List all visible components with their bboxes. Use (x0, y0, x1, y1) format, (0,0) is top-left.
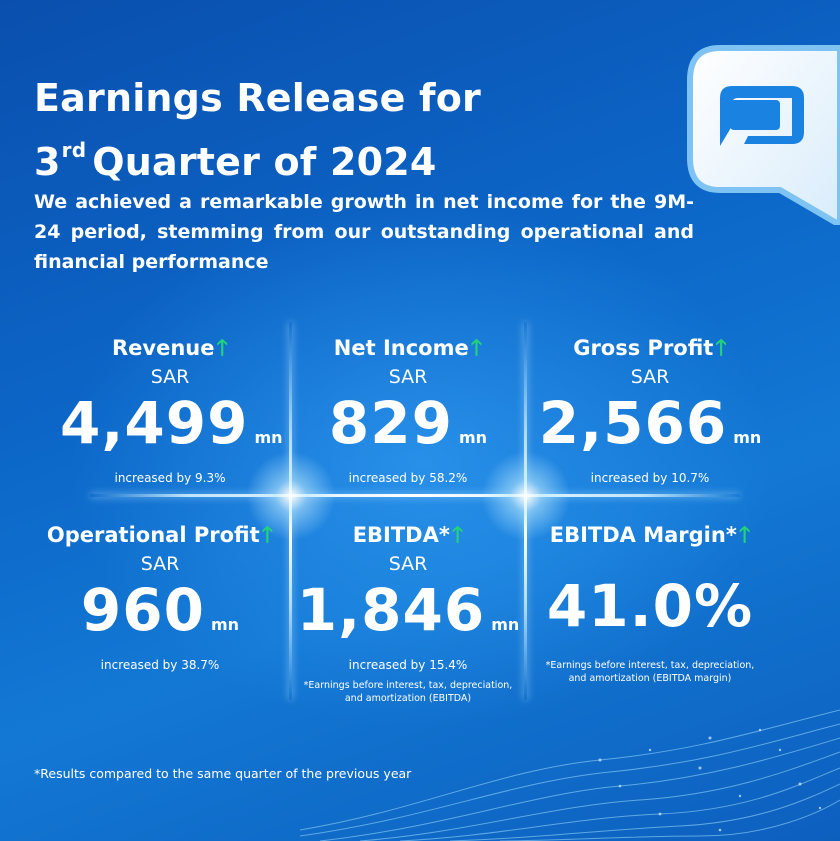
metric-value: 41.0% (546, 572, 754, 640)
metric-currency: SAR (388, 366, 428, 388)
up-arrow-icon: 🡑 (451, 523, 464, 548)
metric-label: Revenue (112, 336, 215, 360)
metric-currency: SAR (630, 366, 670, 388)
title-ordinal-suffix: rd (61, 138, 87, 162)
title-line-1: Earnings Release for (34, 76, 481, 120)
metric-label: EBITDA Margin* (549, 523, 737, 547)
metric-value: 960 (80, 576, 205, 644)
subtitle: We achieved a remarkable growth in net i… (34, 191, 694, 273)
metric-change: increased by 15.4% (348, 658, 468, 672)
metric-ebitda-margin: EBITDA Margin*🡑 41.0% *Earnings before i… (535, 521, 765, 685)
title-line-2-suffix: Quarter of 2024 (92, 140, 437, 184)
up-arrow-icon: 🡑 (216, 336, 228, 361)
metric-label: EBITDA* (352, 523, 450, 547)
metric-footnote-line-2: and amortization (EBITDA margin) (568, 673, 732, 684)
metric-label: Net Income (333, 336, 469, 360)
metric-currency: SAR (150, 366, 190, 388)
metric-footnote: *Earnings before interest, tax, deprecia… (296, 679, 520, 705)
metric-footnote-line-1: *Earnings before interest, tax, deprecia… (545, 660, 755, 671)
metric-currency: SAR (388, 553, 428, 575)
page-title: Earnings Release for 3rd Quarter of 2024 (34, 72, 481, 188)
metric-unit: mn (491, 615, 520, 634)
metric-ebitda: EBITDA*🡑 SAR 1,846 mn increased by 15.4% … (296, 521, 520, 705)
results-footnote: *Results compared to the same quarter of… (34, 766, 412, 781)
metric-unit: mn (254, 428, 283, 447)
metric-value: 1,846 (296, 576, 486, 644)
grid-divider-horizontal (90, 494, 740, 497)
metric-net-income: Net Income🡑 SAR 829 mn increased by 58.2% (296, 334, 520, 486)
metric-unit: mn (459, 428, 488, 447)
metric-operational-profit: Operational Profit🡑 SAR 960 mn increased … (40, 521, 280, 673)
up-arrow-icon: 🡑 (261, 523, 274, 548)
metric-currency: SAR (140, 553, 180, 575)
metric-value: 2,566 (538, 389, 728, 457)
q-logo-icon (687, 45, 840, 225)
intersection-glow-right (481, 451, 571, 541)
metric-gross-profit: Gross Profit🡑 SAR 2,566 mn increased by 1… (535, 334, 765, 486)
intersection-glow-left (246, 451, 336, 541)
metric-unit: mn (733, 428, 762, 447)
metric-value: 4,499 (60, 389, 249, 457)
metric-change: increased by 38.7% (100, 658, 220, 672)
metric-value: 829 (328, 389, 453, 457)
metric-footnote-line-2: and amortization (EBITDA) (344, 693, 472, 704)
up-arrow-icon: 🡑 (738, 523, 751, 548)
up-arrow-icon: 🡑 (715, 336, 727, 361)
decorative-data-wave (300, 709, 840, 841)
metric-change: increased by 10.7% (590, 471, 710, 485)
metric-unit: mn (211, 615, 240, 634)
metric-change: increased by 58.2% (348, 471, 468, 485)
metric-change: increased by 9.3% (114, 471, 226, 485)
metric-footnote-line-1: *Earnings before interest, tax, deprecia… (303, 680, 513, 691)
metric-footnote: *Earnings before interest, tax, deprecia… (535, 659, 765, 685)
title-line-2-prefix: 3 (34, 140, 61, 184)
up-arrow-icon: 🡑 (470, 336, 483, 361)
metric-label: Operational Profit (46, 523, 260, 547)
metric-label: Gross Profit (573, 336, 714, 360)
metric-revenue: Revenue🡑 SAR 4,499 mn increased by 9.3% (60, 334, 283, 486)
